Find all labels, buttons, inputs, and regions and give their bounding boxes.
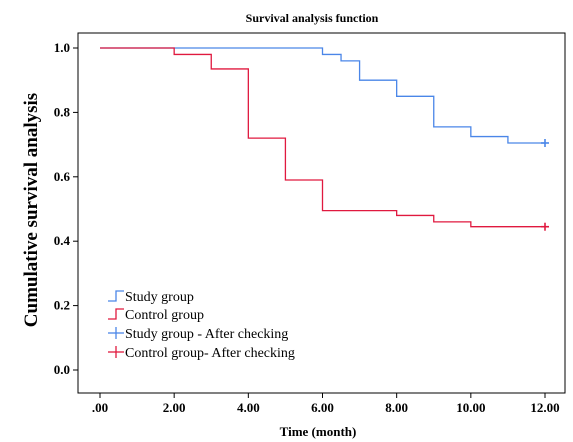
x-tick-label: 6.00 xyxy=(311,400,334,415)
legend-label: Study group xyxy=(125,290,194,305)
y-tick-label: 0.4 xyxy=(54,233,71,248)
y-axis-label: Cumulative survival analysis xyxy=(21,93,42,327)
y-tick-label: 0.2 xyxy=(54,298,70,313)
survival-line-study-group xyxy=(100,47,545,144)
legend-control-group: Control group xyxy=(108,308,204,323)
x-axis-label: Time (month) xyxy=(280,424,357,439)
legend-study-group: Study group xyxy=(108,290,194,305)
plot-frame xyxy=(77,32,566,394)
legend-label: Study group - After checking xyxy=(125,327,288,342)
legend-step-icon xyxy=(108,308,124,320)
y-tick-label: 0.6 xyxy=(54,169,71,184)
x-tick-label: 2.00 xyxy=(163,400,186,415)
censor-mark-control-group xyxy=(541,222,549,231)
y-tick-label: 0.0 xyxy=(54,362,70,377)
legend-label: Control group- After checking xyxy=(125,346,295,361)
censor-mark-study-group xyxy=(541,138,549,147)
x-tick-label: 12.00 xyxy=(530,400,559,415)
x-tick-label: .00 xyxy=(92,400,108,415)
survival-line-control-group xyxy=(100,47,545,228)
x-tick-label: 8.00 xyxy=(385,400,408,415)
chart-title: Survival analysis function xyxy=(246,11,379,25)
legend-step-icon xyxy=(108,290,124,302)
y-tick-label: 0.8 xyxy=(54,104,71,119)
legend-study-censored: Study group - After checking xyxy=(108,327,288,342)
x-tick-label: 4.00 xyxy=(237,400,260,415)
legend-label: Control group xyxy=(125,308,204,323)
x-tick-label: 10.00 xyxy=(456,400,485,415)
legend-control-censored: Control group- After checking xyxy=(108,346,295,361)
y-tick-label: 1.0 xyxy=(54,40,70,55)
